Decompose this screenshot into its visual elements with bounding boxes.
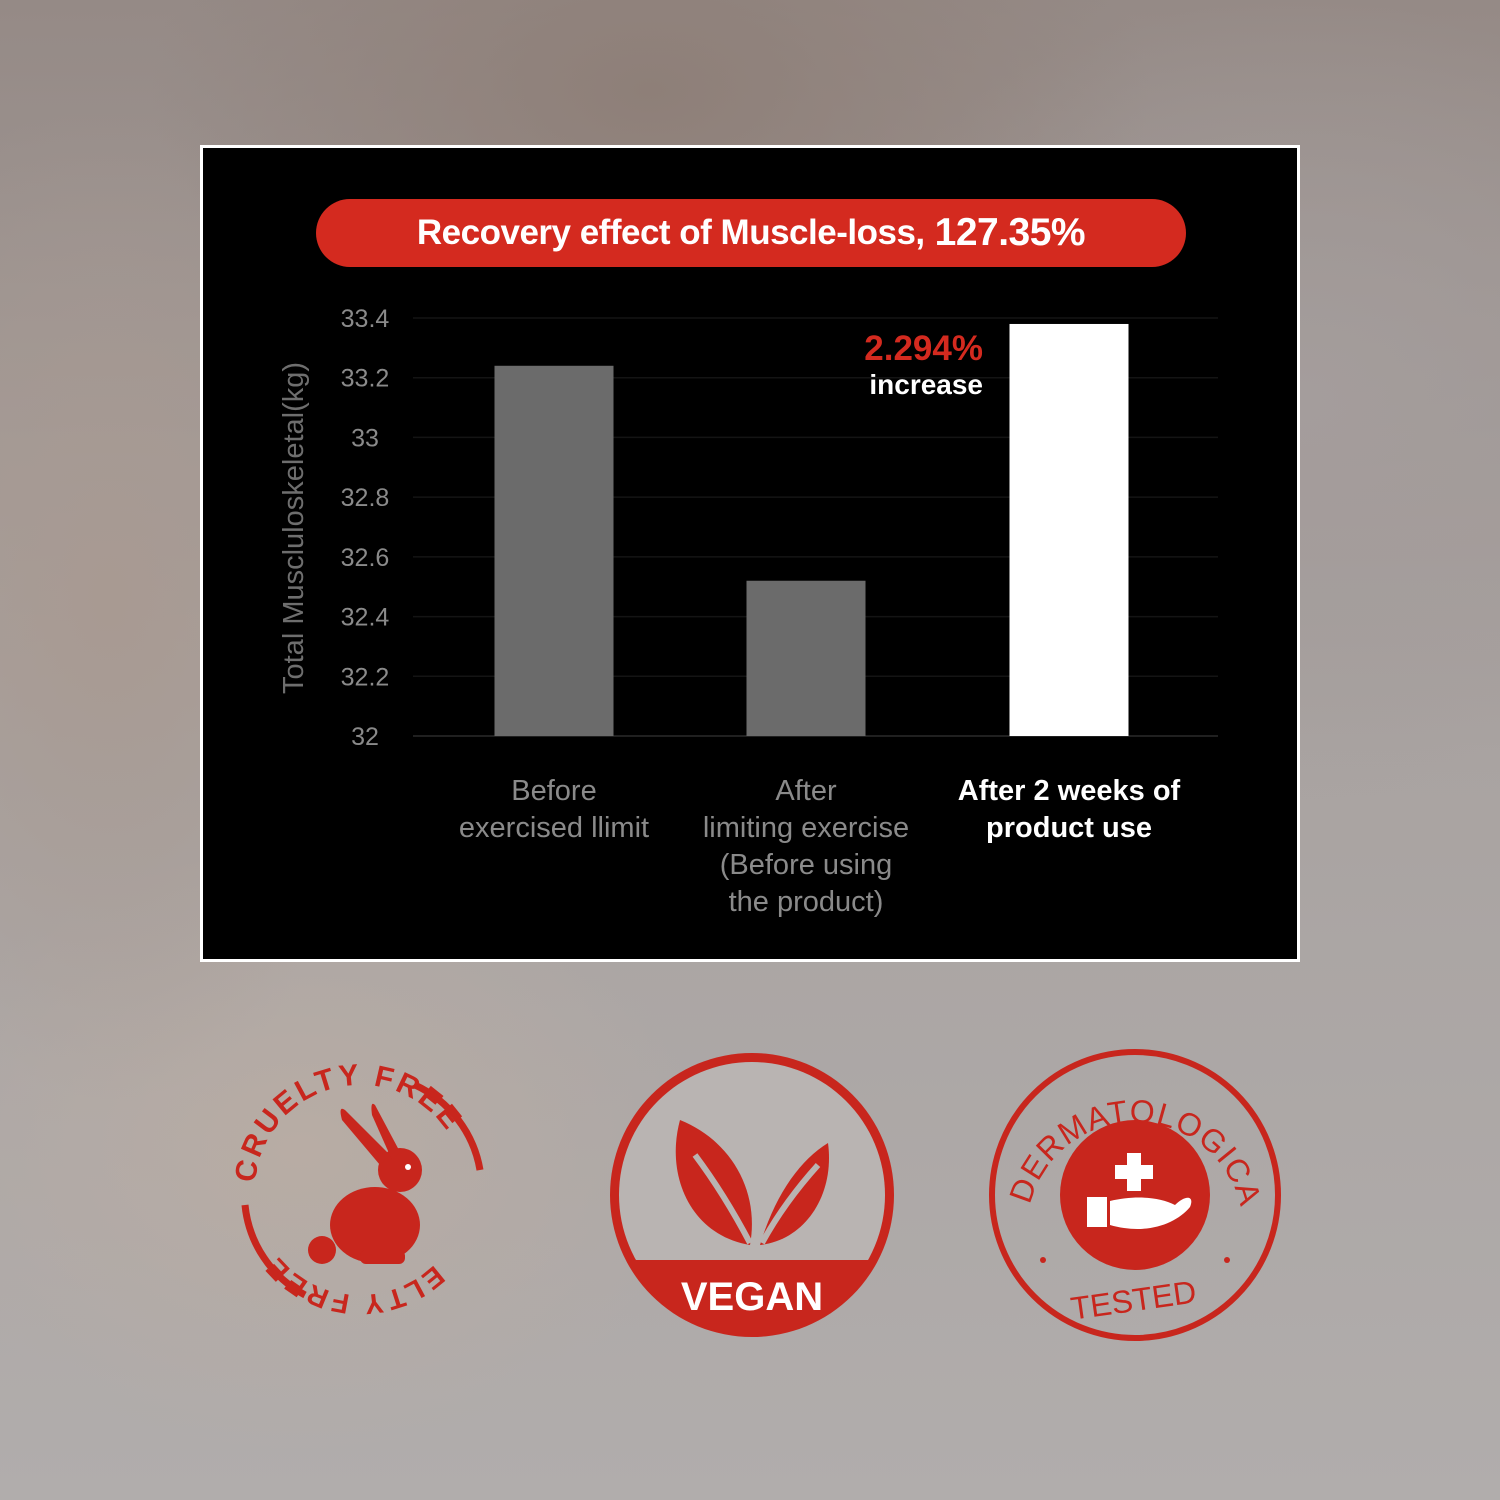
rabbit-icon: [308, 1103, 422, 1264]
y-tick-label: 33.2: [341, 365, 390, 393]
x-category-label: After limiting exercise (Before using the p…: [703, 775, 909, 918]
chart-card: Recovery effect of Muscle-loss, 127.35% …: [200, 145, 1300, 962]
bar-chart: 32 32.2 32.4 32.6 32.8 33 33.2 33.4 Total Musclu…: [278, 305, 1218, 918]
x-category-label-line: Before: [511, 775, 596, 807]
cruelty-free-badge: CRUELTY FREE ELTY FREE: [229, 1059, 484, 1320]
y-tick-label: 32.2: [341, 663, 390, 691]
y-tick-label: 32.4: [341, 604, 390, 632]
x-category-label-line: product use: [986, 812, 1152, 844]
x-category-label-line: the product): [729, 886, 884, 918]
y-tick-label: 32: [351, 723, 379, 751]
x-category-label: Before exercised llimit: [459, 775, 649, 844]
x-category-label: After 2 weeks of product use: [958, 775, 1181, 844]
hand-cross-icon: [1087, 1153, 1192, 1229]
chart-title: Recovery effect of Muscle-loss,: [416, 213, 925, 252]
increase-annotation: 2.294% increase: [803, 331, 983, 403]
cruelty-free-bottom-text: ELTY FREE: [258, 1250, 450, 1320]
x-category-label-line: limiting exercise: [703, 812, 909, 844]
chart-title-value: 127.35%: [934, 211, 1086, 254]
y-tick-label: 33: [351, 424, 379, 452]
increase-percent: 2.294%: [864, 329, 983, 368]
dermatologically-tested-badge: DERMATOLOGICALLY TESTED: [985, 1045, 1281, 1341]
y-tick-label: 32.8: [341, 484, 390, 512]
chart-title-banner: Recovery effect of Muscle-loss, 127.35%: [316, 199, 1186, 267]
y-tick-label: 33.4: [341, 305, 390, 333]
bar: [746, 580, 866, 736]
x-category-label-line: (Before using: [720, 849, 893, 881]
y-tick-label: 32.6: [341, 544, 390, 572]
vegan-badge: VEGAN: [610, 1053, 894, 1337]
badge-arc: [413, 1081, 484, 1171]
bar: [494, 365, 614, 736]
x-category-label-line: After: [775, 775, 837, 807]
increase-text: increase: [869, 369, 983, 400]
x-category-label-line: After 2 weeks of: [958, 775, 1181, 807]
y-axis-label: Total Muscluloskeletal(kg): [278, 362, 310, 694]
x-category-label-line: exercised llimit: [459, 812, 649, 844]
vegan-label: VEGAN: [681, 1275, 823, 1319]
badge-arc: [241, 1204, 307, 1299]
derm-bottom-text: TESTED: [1068, 1273, 1198, 1326]
bar: [1009, 323, 1129, 736]
